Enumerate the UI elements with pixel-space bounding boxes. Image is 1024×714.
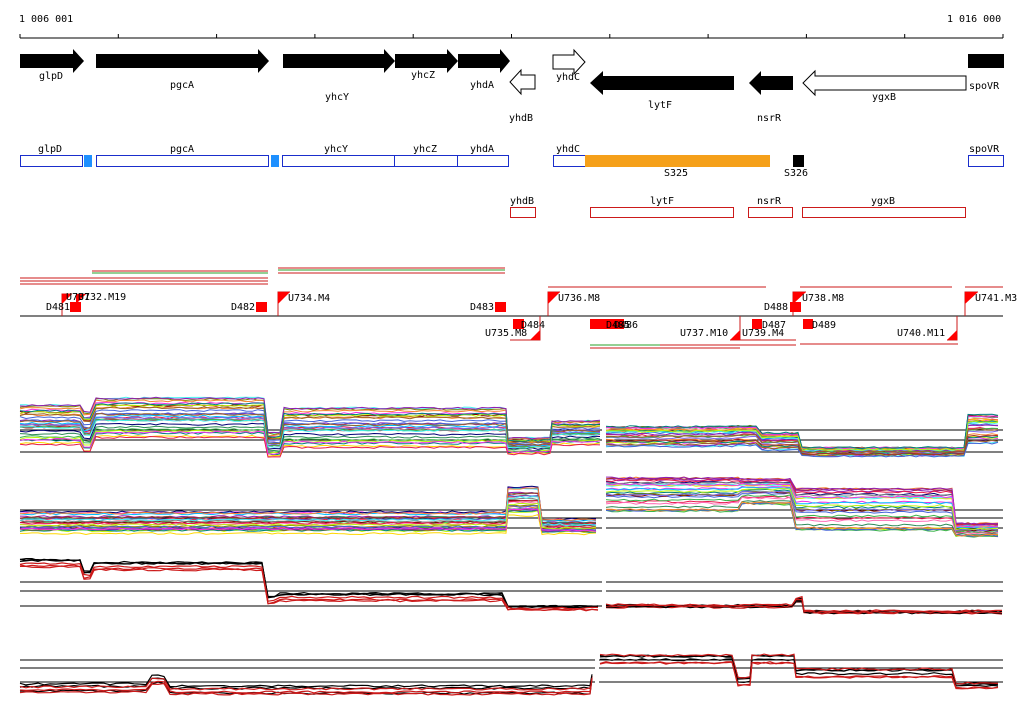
gene-arrow-yhdB[interactable] [509, 68, 536, 96]
seg-label-D483: D483 [470, 302, 494, 313]
annot1-label-yhcY: yhcY [324, 144, 348, 155]
expression-panel-4 [19, 645, 1003, 700]
annot1-box-yhdA[interactable] [457, 155, 509, 167]
gene-label-yhdB: yhdB [509, 113, 533, 124]
segmentation-track: D481 U732.M19 U731 D482 U734.M4 D483 U73… [20, 267, 1017, 349]
gene-arrow-glpD[interactable] [20, 49, 84, 73]
annot1-box-glpD[interactable] [20, 155, 83, 167]
annot2-box-yhdB[interactable] [510, 207, 536, 218]
annot1-box-yhcY[interactable] [282, 155, 395, 167]
gene-arrow-yhcZ[interactable] [395, 49, 458, 73]
gene-label-yhcZ: yhcZ [411, 70, 435, 81]
annot1-label-yhcZ: yhcZ [413, 144, 437, 155]
annot1-box-spoVR[interactable] [968, 155, 1004, 167]
gene-label-pgcA: pgcA [170, 80, 194, 91]
gene-arrow-ygxB[interactable] [802, 69, 967, 97]
gene-label-glpD: glpD [39, 71, 63, 82]
seg-label-U735: U735.M8 [485, 328, 527, 339]
seg-label-D488: D488 [764, 302, 788, 313]
coordinate-ruler: 1 006 001 1 016 000 [19, 14, 1004, 39]
seg-label-D482: D482 [231, 302, 255, 313]
gene-arrow-spoVR[interactable] [968, 54, 1004, 68]
gene-arrow-lytF[interactable] [590, 71, 734, 95]
annot1-box-S325[interactable] [585, 155, 770, 167]
gene-label-yhdC: yhdC [556, 72, 580, 83]
gene-arrow-pgcA[interactable] [96, 49, 269, 73]
seg-label-U741: U741.M3 [975, 293, 1017, 304]
annotation-row-1: glpD pgcA yhcY yhcZ yhdA yhdC spoVR S325… [20, 144, 1004, 179]
gene-track: glpD pgcA yhcY yhcZ yhdA yhdB yhdC lytF … [20, 48, 1004, 124]
expression-panel-3 [19, 557, 1003, 615]
annot1-label-spoVR: spoVR [969, 144, 1000, 155]
ruler-start-label: 1 006 001 [19, 14, 73, 25]
annot1-label-yhdC: yhdC [556, 144, 580, 155]
annot1-box-yhdC[interactable] [553, 155, 586, 167]
annot2-box-lytF[interactable] [590, 207, 734, 218]
annot2-label-ygxB: ygxB [871, 196, 895, 207]
seg-label-U732: U732.M19 [78, 292, 126, 303]
annot1-box-yhcZ[interactable] [394, 155, 458, 167]
annot2-box-nsrR[interactable] [748, 207, 793, 218]
annot2-label-nsrR: nsrR [757, 196, 782, 207]
annot1-box-pgcA[interactable] [96, 155, 269, 167]
seg-label-U737: U737.M10 [680, 328, 728, 339]
gene-label-spoVR: spoVR [969, 81, 1000, 92]
seg-label-U738: U738.M8 [802, 293, 844, 304]
annot1-marker-b[interactable] [271, 155, 279, 167]
seg-label-U731: U731 [66, 292, 90, 303]
ruler-end-label: 1 016 000 [947, 14, 1001, 25]
annot1-label-pgcA: pgcA [170, 144, 194, 155]
annot1-label-yhdA: yhdA [470, 144, 494, 155]
gene-arrow-nsrR[interactable] [749, 71, 793, 95]
gene-label-yhcY: yhcY [325, 92, 349, 103]
expression-panel-2 [19, 472, 1003, 544]
seg-label-D484: D484 [521, 320, 545, 331]
seg-label-U734: U734.M4 [288, 293, 330, 304]
seg-label-D485: D485 [606, 320, 630, 331]
annot2-box-ygxB[interactable] [802, 207, 966, 218]
seg-label-U736: U736.M8 [558, 293, 600, 304]
seg-label-U740: U740.M11 [897, 328, 945, 339]
annot1-label-S325: S325 [664, 168, 688, 179]
annot1-marker-a[interactable] [84, 155, 92, 167]
gene-arrow-yhdC[interactable] [552, 48, 586, 76]
seg-label-U739: U739.M4 [742, 328, 784, 339]
expression-panel-1 [19, 395, 1003, 465]
gene-arrow-yhdA[interactable] [458, 49, 510, 73]
annot2-label-lytF: lytF [650, 196, 674, 207]
gene-label-lytF: lytF [648, 100, 672, 111]
seg-label-D489: D489 [812, 320, 836, 331]
annot2-label-yhdB: yhdB [510, 196, 534, 207]
gene-label-yhdA: yhdA [470, 80, 494, 91]
seg-label-D486: D486 [614, 320, 638, 331]
seg-label-D487: D487 [762, 320, 786, 331]
annot1-label-S326: S326 [784, 168, 808, 179]
annot1-box-S326[interactable] [793, 155, 804, 167]
annotation-row-2: yhdB lytF nsrR ygxB [510, 196, 966, 218]
gene-arrow-yhcY[interactable] [283, 49, 395, 73]
annot1-label-glpD: glpD [38, 144, 62, 155]
gene-label-ygxB: ygxB [872, 92, 896, 103]
seg-label-D481: D481 [46, 302, 70, 313]
gene-label-nsrR: nsrR [757, 113, 782, 124]
